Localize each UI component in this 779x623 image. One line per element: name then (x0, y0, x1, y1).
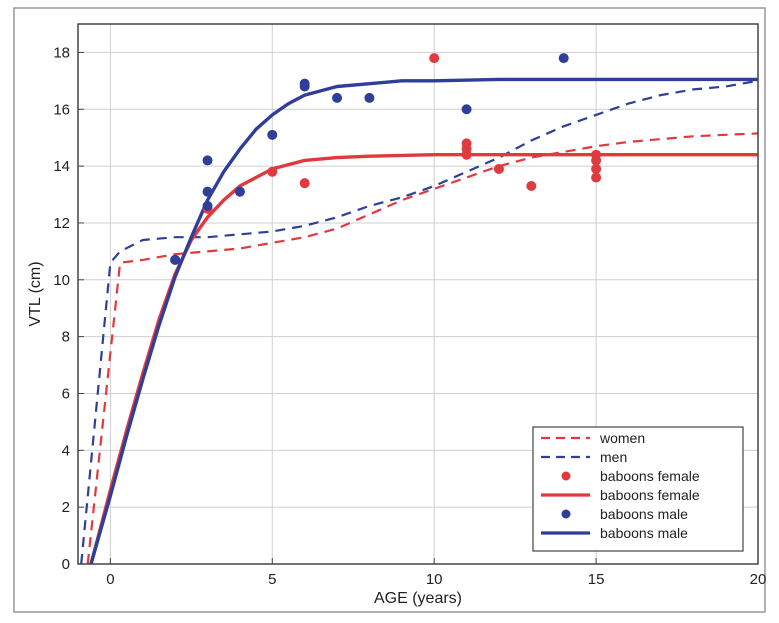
y-tick-label: 6 (62, 385, 70, 402)
y-tick-label: 18 (53, 44, 70, 61)
data-point-baboons-male (267, 129, 278, 140)
y-tick-label: 8 (62, 329, 70, 346)
data-point-baboons-female (299, 178, 310, 189)
y-axis-label: VTL (cm) (27, 261, 44, 326)
y-tick-label: 16 (53, 101, 70, 118)
data-point-baboons-male (170, 254, 181, 265)
data-point-baboons-male (202, 155, 213, 166)
x-tick-label: 0 (106, 571, 114, 588)
data-point-baboons-female (591, 172, 602, 183)
legend-label-baboons-male: baboons male (600, 506, 688, 522)
y-tick-label: 14 (53, 158, 70, 175)
legend-label-baboons-female: baboons female (600, 487, 700, 503)
legend-swatch-baboons-male (561, 509, 571, 519)
data-point-baboons-male (558, 53, 569, 64)
data-point-baboons-female (267, 166, 278, 177)
y-tick-label: 10 (53, 272, 70, 289)
data-point-baboons-male (332, 92, 343, 103)
data-point-baboons-female (461, 149, 472, 160)
data-point-baboons-female (591, 163, 602, 174)
data-point-baboons-female (429, 53, 440, 64)
data-point-baboons-female (526, 181, 537, 191)
series-line-women (86, 132, 758, 564)
data-point-baboons-male (461, 104, 472, 115)
series-line-men (80, 79, 758, 564)
legend-label-baboons-male: baboons male (600, 525, 688, 541)
legend-label-women: women (599, 430, 645, 446)
ticks: 0 5 10 15 20 0 2 4 6 8 10 12 14 16 18 (53, 44, 766, 588)
x-axis-label: AGE (years) (374, 590, 462, 607)
y-tick-label: 12 (53, 215, 70, 232)
legend: women men baboons female baboons female babo… (532, 426, 744, 552)
legend-box (532, 426, 744, 552)
x-tick-label: 10 (426, 571, 443, 588)
series-lines (80, 77, 758, 564)
data-point-baboons-male (202, 186, 213, 197)
data-point-baboons-male (202, 200, 213, 211)
data-point-baboons-male (234, 186, 245, 197)
y-tick-label: 4 (62, 442, 70, 459)
x-tick-label: 5 (268, 571, 276, 588)
series-points (170, 53, 602, 265)
data-point-baboons-female (493, 163, 504, 174)
x-tick-label: 20 (750, 571, 767, 588)
data-point-baboons-male (299, 81, 310, 92)
y-tick-label: 0 (62, 556, 70, 573)
legend-label-baboons-female: baboons female (600, 468, 700, 484)
data-point-baboons-male (364, 92, 375, 103)
data-point-baboons-female (591, 155, 602, 166)
x-tick-label: 15 (588, 571, 605, 588)
legend-swatch-baboons-female (561, 471, 571, 481)
series-line-baboons-male-fit (89, 77, 758, 564)
legend-label-men: men (600, 449, 627, 465)
y-tick-label: 2 (62, 499, 70, 516)
plot-frame (77, 23, 759, 565)
